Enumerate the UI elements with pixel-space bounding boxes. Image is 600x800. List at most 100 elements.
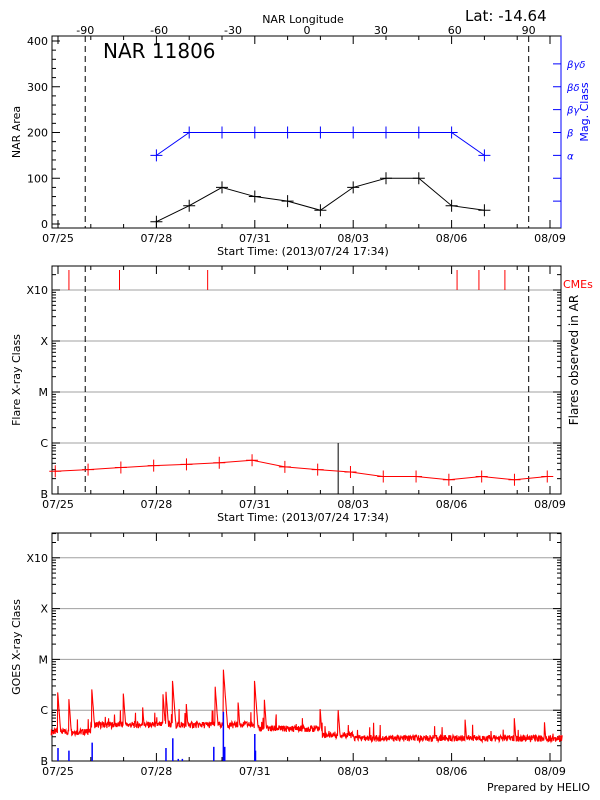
x-tick-label: 08/03 xyxy=(337,765,369,778)
flare-point xyxy=(377,470,390,483)
top-axis-label: NAR Longitude xyxy=(262,13,344,26)
x-tick-label: 07/31 xyxy=(239,765,271,778)
y2-tick-label: βδ xyxy=(566,83,580,94)
top-tick-label: 0 xyxy=(303,24,310,37)
x-tick-label: 08/09 xyxy=(534,765,566,778)
y-tick-label: X10 xyxy=(26,284,48,297)
x-tick-label: 08/09 xyxy=(534,232,566,245)
latitude-label: Lat: -14.64 xyxy=(465,7,547,25)
x-tick-label: 08/03 xyxy=(337,498,369,511)
x-tick-label: 08/03 xyxy=(337,232,369,245)
flare-point xyxy=(82,463,95,476)
area-point xyxy=(412,172,425,185)
top-tick-label: -90 xyxy=(76,24,94,37)
x-tick-label: 08/06 xyxy=(436,232,468,245)
y-tick-label: 100 xyxy=(27,172,48,185)
area-point xyxy=(478,204,491,217)
mag_class-point xyxy=(248,126,261,139)
y-tick-label: 200 xyxy=(27,127,48,140)
y-tick-label: C xyxy=(40,437,48,450)
flares-line xyxy=(55,459,548,481)
area-point xyxy=(248,190,261,203)
area-point xyxy=(216,181,228,194)
flare-point xyxy=(311,463,324,476)
flare-point xyxy=(147,459,160,472)
flare-point xyxy=(213,456,226,469)
y-tick-label: C xyxy=(40,704,48,717)
nar-area-panel: 07/25 07/28 07/31 08/03 08/06 08/09 Start Time… xyxy=(10,13,591,258)
x-tick-label: 08/09 xyxy=(534,498,566,511)
goes-long-channel-line xyxy=(50,669,563,744)
x-tick-label: 07/25 xyxy=(42,765,74,778)
y-tick-label: B xyxy=(40,755,48,768)
flare-point xyxy=(278,460,291,473)
mag_class-point xyxy=(281,126,294,139)
mag_class-point xyxy=(445,126,458,139)
flare-point xyxy=(180,458,193,471)
area-point xyxy=(380,172,392,185)
x-tick-label: 08/06 xyxy=(436,498,468,511)
y2-tick-label: βγδ xyxy=(566,60,585,71)
area-point xyxy=(281,195,294,208)
y-tick-label: M xyxy=(39,653,49,666)
mag_class-point xyxy=(380,126,392,139)
plot-frame xyxy=(51,532,562,762)
area-point xyxy=(314,204,327,217)
mag_class-point xyxy=(412,126,425,139)
y-tick-label: 300 xyxy=(27,81,48,94)
area-point xyxy=(150,215,163,228)
y-tick-label: B xyxy=(40,488,48,501)
y-axis-label: Flare X-ray Class xyxy=(10,334,23,426)
mag_class-point xyxy=(150,149,163,162)
mag_class-point xyxy=(347,126,360,139)
y-tick-label: M xyxy=(39,386,49,399)
x-tick-label: 08/06 xyxy=(436,765,468,778)
area-point xyxy=(445,199,458,212)
y2-tick-label: α xyxy=(567,151,574,162)
plot-frame xyxy=(51,265,562,495)
flare-point xyxy=(410,470,423,483)
flare-point xyxy=(246,454,259,467)
x-axis-label: Start Time: (2013/07/24 17:34) xyxy=(217,511,389,524)
mag_class-point xyxy=(183,126,196,139)
y2-tick-label: βγ xyxy=(566,106,580,117)
flare-point xyxy=(49,465,62,478)
x-tick-label: 07/25 xyxy=(42,232,74,245)
mag_class-point xyxy=(314,126,327,139)
chart-title: NAR 11806 xyxy=(103,39,216,63)
x-tick-label: 07/28 xyxy=(141,232,173,245)
x-tick-label: 07/31 xyxy=(239,232,271,245)
flare-point xyxy=(442,473,455,486)
flare-point xyxy=(541,470,554,483)
area-point xyxy=(183,199,196,212)
y-tick-label: X10 xyxy=(26,552,48,565)
top-tick-label: 30 xyxy=(374,24,388,37)
mag_class-point xyxy=(478,149,491,162)
x-tick-label: 07/25 xyxy=(42,498,74,511)
credit-label: Prepared by HELIO xyxy=(487,781,590,794)
top-tick-label: 90 xyxy=(522,24,536,37)
x-tick-label: 07/28 xyxy=(141,498,173,511)
x-tick-label: 07/28 xyxy=(141,765,173,778)
flare-point xyxy=(114,461,127,474)
mag_class-point xyxy=(216,126,228,139)
top-tick-label: -30 xyxy=(224,24,242,37)
flare-class-panel: B C M X X10 07/25 07/28 07/31 08/03 08/06 08/09 Sta… xyxy=(10,265,593,524)
goes-xray-panel: B C M X X10 07/25 07/28 07/31 08/03 08/06 08/09 GOE… xyxy=(10,532,566,778)
area-point xyxy=(347,181,360,194)
x-axis-label: Start Time: (2013/07/24 17:34) xyxy=(217,245,389,258)
flare-point xyxy=(344,466,357,478)
y2-axis-label: Flares observed in AR xyxy=(567,295,581,425)
y2-tick-label: β xyxy=(566,129,574,140)
y-tick-label: X xyxy=(40,335,48,348)
cme-label: CMEs xyxy=(563,278,593,291)
y-axis-label: NAR Area xyxy=(10,106,23,158)
y-tick-label: 400 xyxy=(27,35,48,48)
y-tick-label: X xyxy=(40,603,48,616)
top-tick-label: -60 xyxy=(150,24,168,37)
y-axis-label: GOES X-ray Class xyxy=(10,599,23,695)
y-tick-label: 0 xyxy=(41,218,48,231)
y2-axis-label: Mag. Class xyxy=(578,82,591,141)
flare-point xyxy=(508,473,521,486)
